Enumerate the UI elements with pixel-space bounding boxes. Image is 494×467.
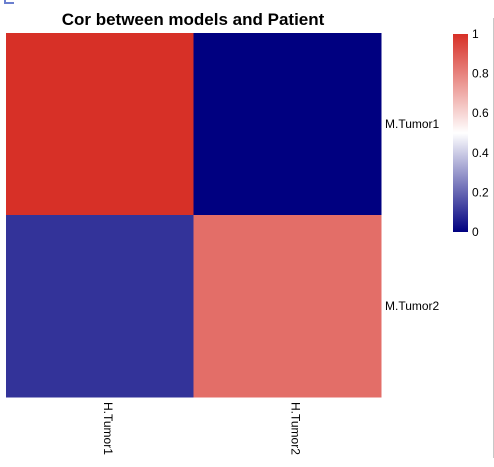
row-label: M.Tumor1 — [385, 117, 440, 131]
heatmap-cell-M.Tumor2-H.Tumor2 — [193, 215, 382, 398]
color-legend: 1 0.8 0.6 0.4 0.2 0 — [453, 27, 489, 239]
heatmap-cell-M.Tumor1-H.Tumor1 — [6, 33, 194, 216]
legend-tick-label: 0.4 — [472, 146, 489, 160]
heatmap-cell-M.Tumor2-H.Tumor1 — [6, 215, 194, 398]
chart-title: Cor between models and Patient — [62, 10, 325, 29]
heatmap-cell-M.Tumor1-H.Tumor2 — [193, 33, 382, 216]
row-label: M.Tumor2 — [385, 299, 440, 313]
column-label: H.Tumor2 — [288, 402, 302, 455]
column-labels: H.Tumor1 H.Tumor2 — [101, 402, 303, 455]
legend-ticks: 1 0.8 0.6 0.4 0.2 0 — [472, 27, 489, 239]
legend-tick-label: 0.2 — [472, 185, 489, 199]
legend-tick-label: 0 — [472, 225, 479, 239]
corner-mark — [4, 0, 14, 4]
row-labels: M.Tumor1 M.Tumor2 — [385, 117, 440, 313]
legend-tick-label: 0.6 — [472, 106, 489, 120]
column-label: H.Tumor1 — [101, 402, 115, 455]
heatmap-cells — [6, 33, 382, 398]
legend-tick-label: 1 — [472, 27, 479, 41]
legend-color-bar — [453, 34, 468, 232]
legend-tick-label: 0.8 — [472, 67, 489, 81]
